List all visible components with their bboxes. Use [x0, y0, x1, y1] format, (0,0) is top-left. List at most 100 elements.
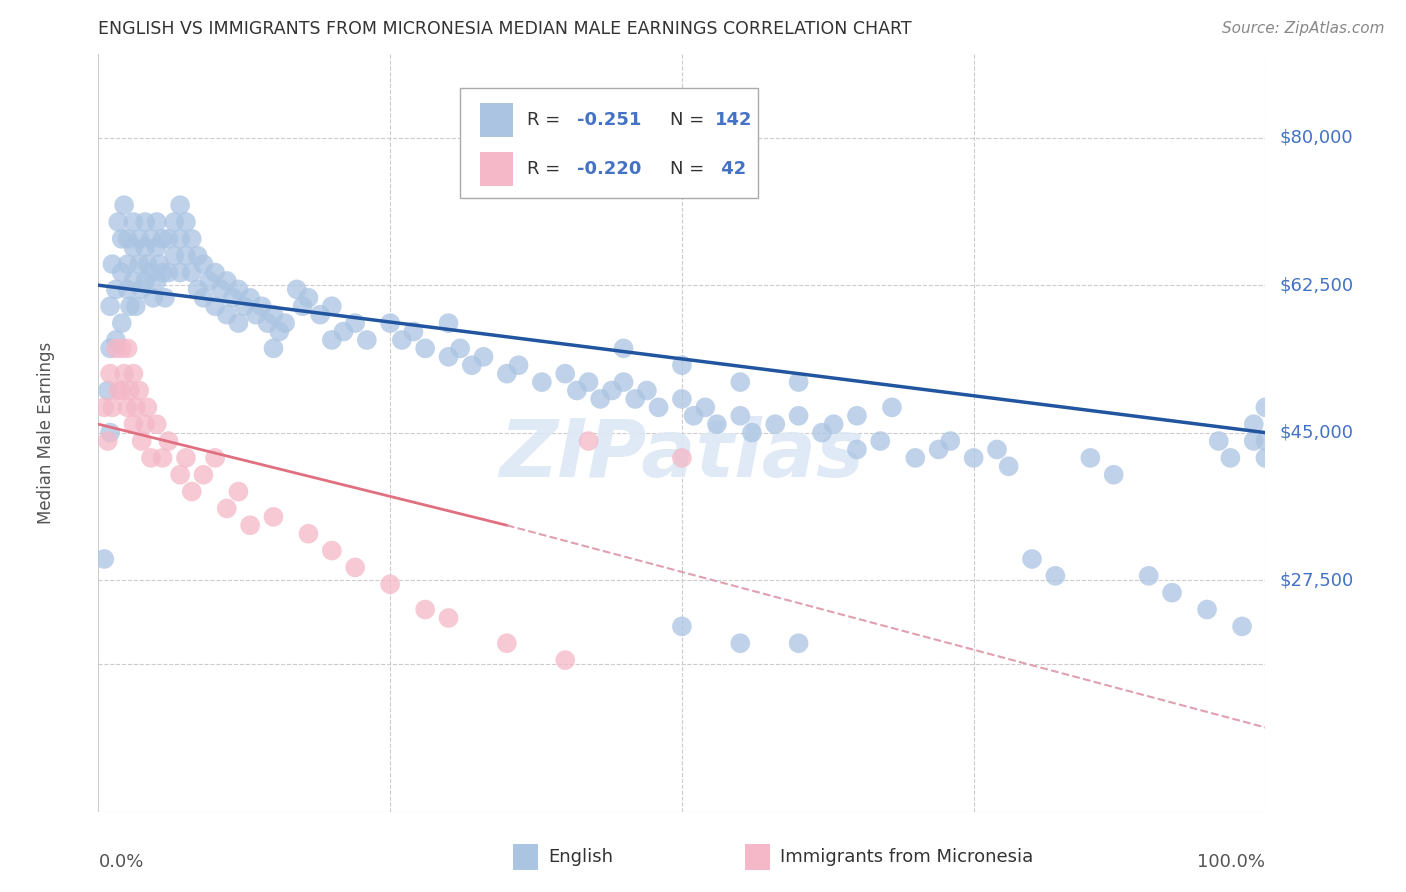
- Text: Immigrants from Micronesia: Immigrants from Micronesia: [780, 848, 1033, 866]
- Point: [118, 299, 141, 313]
- Point: [811, 425, 834, 440]
- FancyBboxPatch shape: [460, 87, 758, 198]
- Point: [111, 266, 134, 280]
- Point: [496, 636, 519, 650]
- Point: [174, 215, 197, 229]
- Point: [297, 291, 319, 305]
- Text: R =: R =: [527, 161, 560, 178]
- Point: [125, 299, 148, 313]
- Point: [1219, 450, 1241, 465]
- Text: N =: N =: [671, 161, 704, 178]
- Point: [730, 409, 752, 423]
- Text: $62,500: $62,500: [1279, 277, 1354, 294]
- Point: [823, 417, 845, 432]
- Text: 142: 142: [714, 111, 752, 128]
- Point: [193, 291, 215, 305]
- Point: [449, 342, 471, 356]
- Text: Median Male Earnings: Median Male Earnings: [37, 342, 55, 524]
- Point: [152, 450, 174, 465]
- Point: [437, 350, 460, 364]
- Point: [461, 358, 484, 372]
- Point: [578, 434, 600, 448]
- Point: [122, 367, 145, 381]
- Point: [131, 282, 153, 296]
- Point: [682, 409, 704, 423]
- Point: [1080, 450, 1102, 465]
- Point: [215, 308, 238, 322]
- Point: [215, 501, 238, 516]
- Point: [174, 450, 197, 465]
- Point: [136, 257, 159, 271]
- Point: [204, 299, 226, 313]
- Point: [787, 375, 810, 389]
- Point: [122, 215, 145, 229]
- Point: [239, 291, 262, 305]
- Point: [104, 282, 127, 296]
- Point: [128, 384, 150, 398]
- Point: [636, 384, 658, 398]
- Point: [309, 308, 332, 322]
- Point: [472, 350, 495, 364]
- Point: [187, 282, 209, 296]
- Point: [239, 518, 262, 533]
- Bar: [479, 103, 513, 137]
- Point: [846, 442, 869, 457]
- Point: [163, 215, 186, 229]
- Point: [741, 425, 763, 440]
- Point: [122, 240, 145, 254]
- Point: [706, 417, 728, 432]
- Point: [111, 316, 134, 330]
- Point: [332, 325, 354, 339]
- Point: [139, 232, 162, 246]
- Point: [152, 232, 174, 246]
- Text: ENGLISH VS IMMIGRANTS FROM MICRONESIA MEDIAN MALE EARNINGS CORRELATION CHART: ENGLISH VS IMMIGRANTS FROM MICRONESIA ME…: [98, 21, 912, 38]
- Text: ZIPatlas: ZIPatlas: [499, 417, 865, 494]
- Point: [228, 282, 250, 296]
- Point: [256, 316, 278, 330]
- Point: [730, 375, 752, 389]
- Point: [530, 375, 553, 389]
- Point: [204, 450, 226, 465]
- Point: [391, 333, 413, 347]
- Point: [939, 434, 962, 448]
- Point: [174, 249, 197, 263]
- Point: [157, 434, 180, 448]
- Point: [1254, 401, 1277, 415]
- Point: [671, 450, 693, 465]
- Point: [107, 384, 129, 398]
- Point: [787, 636, 810, 650]
- Point: [413, 602, 436, 616]
- Point: [93, 401, 115, 415]
- Point: [163, 249, 186, 263]
- Point: [215, 274, 238, 288]
- Point: [1021, 552, 1043, 566]
- Point: [228, 316, 250, 330]
- Point: [187, 249, 209, 263]
- Point: [1243, 434, 1265, 448]
- Point: [93, 552, 115, 566]
- Point: [146, 274, 169, 288]
- Point: [98, 299, 121, 313]
- Point: [180, 484, 202, 499]
- Point: [193, 257, 215, 271]
- Point: [117, 257, 139, 271]
- Point: [321, 299, 343, 313]
- Point: [269, 325, 291, 339]
- Point: [565, 384, 588, 398]
- Point: [101, 401, 124, 415]
- Point: [787, 409, 810, 423]
- Point: [134, 417, 156, 432]
- Bar: [479, 153, 513, 186]
- Point: [117, 282, 139, 296]
- Point: [204, 266, 226, 280]
- Point: [117, 342, 139, 356]
- Point: [763, 417, 786, 432]
- Point: [97, 434, 120, 448]
- Point: [1230, 619, 1253, 633]
- Point: [157, 232, 180, 246]
- Point: [869, 434, 891, 448]
- Point: [1137, 569, 1160, 583]
- Point: [508, 358, 530, 372]
- Point: [146, 215, 169, 229]
- Point: [104, 342, 127, 356]
